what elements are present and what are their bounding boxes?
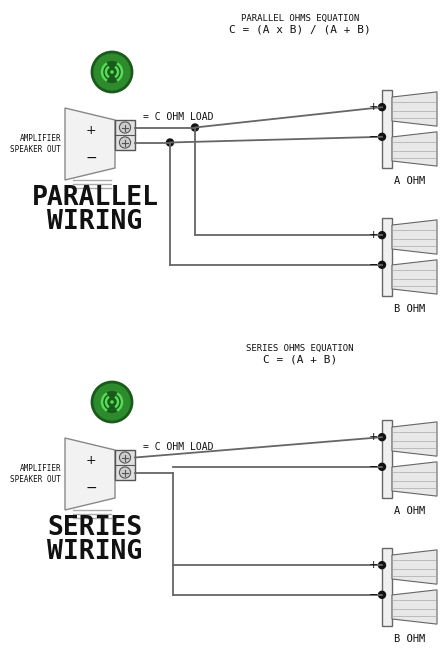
Circle shape — [110, 400, 114, 404]
Text: C = (A + B): C = (A + B) — [263, 355, 337, 365]
Text: +: + — [369, 432, 378, 442]
Polygon shape — [392, 92, 437, 126]
Bar — [382, 420, 392, 498]
Text: −: − — [369, 590, 378, 600]
Polygon shape — [392, 550, 437, 584]
Circle shape — [378, 463, 385, 471]
Bar — [382, 548, 392, 626]
Circle shape — [102, 391, 122, 412]
Text: = C OHM LOAD: = C OHM LOAD — [143, 112, 213, 122]
Text: +: + — [86, 123, 96, 137]
Text: SERIES: SERIES — [48, 515, 143, 541]
Text: PARALLEL OHMS EQUATION: PARALLEL OHMS EQUATION — [241, 14, 359, 23]
Text: +: + — [369, 560, 378, 570]
Circle shape — [378, 104, 385, 111]
Text: B OHM: B OHM — [394, 634, 425, 644]
Text: −: − — [369, 132, 378, 142]
Circle shape — [166, 139, 173, 146]
Polygon shape — [392, 462, 437, 496]
Circle shape — [378, 232, 385, 239]
Text: WIRING: WIRING — [48, 539, 143, 565]
Circle shape — [119, 467, 131, 478]
Circle shape — [92, 52, 132, 92]
Polygon shape — [65, 108, 115, 180]
Text: +: + — [369, 102, 378, 112]
Circle shape — [110, 70, 114, 74]
Text: −: − — [85, 481, 97, 495]
Bar — [115, 450, 135, 480]
Circle shape — [378, 133, 385, 141]
Circle shape — [378, 434, 385, 441]
Bar — [382, 90, 392, 168]
Circle shape — [378, 562, 385, 569]
Polygon shape — [392, 422, 437, 456]
Text: = C OHM LOAD: = C OHM LOAD — [143, 442, 213, 452]
Circle shape — [119, 137, 131, 148]
Polygon shape — [392, 220, 437, 254]
Text: +: + — [369, 230, 378, 240]
Text: B OHM: B OHM — [394, 304, 425, 314]
Text: −: − — [85, 151, 97, 165]
Text: −: − — [369, 260, 378, 270]
Polygon shape — [392, 590, 437, 624]
Text: WIRING: WIRING — [48, 209, 143, 235]
Circle shape — [378, 261, 385, 269]
Circle shape — [378, 591, 385, 599]
Circle shape — [191, 124, 198, 131]
Text: AMPLIFIER
SPEAKER OUT: AMPLIFIER SPEAKER OUT — [10, 464, 61, 484]
Text: PARALLEL: PARALLEL — [32, 185, 158, 211]
Text: AMPLIFIER
SPEAKER OUT: AMPLIFIER SPEAKER OUT — [10, 134, 61, 154]
Text: C = (A x B) / (A + B): C = (A x B) / (A + B) — [229, 25, 371, 35]
Text: A OHM: A OHM — [394, 506, 425, 516]
Text: +: + — [86, 453, 96, 467]
Circle shape — [119, 122, 131, 133]
Polygon shape — [65, 438, 115, 510]
Text: −: − — [369, 462, 378, 472]
Text: A OHM: A OHM — [394, 176, 425, 186]
Circle shape — [119, 452, 131, 463]
Bar — [382, 218, 392, 296]
Circle shape — [102, 61, 122, 82]
Polygon shape — [392, 132, 437, 166]
Circle shape — [92, 382, 132, 422]
Polygon shape — [392, 260, 437, 294]
Text: SERIES OHMS EQUATION: SERIES OHMS EQUATION — [246, 344, 354, 353]
Bar — [115, 120, 135, 150]
